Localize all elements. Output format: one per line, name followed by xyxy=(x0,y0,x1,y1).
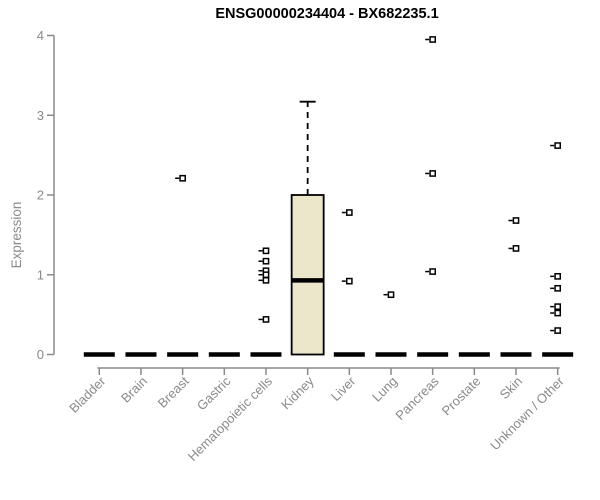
outlier-point xyxy=(554,309,562,317)
outlier-point xyxy=(345,209,353,216)
outlier-point xyxy=(262,257,270,265)
outlier-point xyxy=(262,271,270,279)
x-tick-label: Bladder xyxy=(66,373,109,416)
x-tick-label: Lung xyxy=(369,374,400,405)
outlier-point xyxy=(345,277,353,285)
y-tick-label: 4 xyxy=(37,28,44,43)
outlier-point xyxy=(554,284,562,292)
outlier-point xyxy=(262,247,270,255)
x-tick-label: Unknown / Other xyxy=(487,373,567,453)
outlier-point xyxy=(554,142,562,149)
outlier-point xyxy=(512,245,520,252)
x-tick-label: Pancreas xyxy=(392,373,442,423)
y-tick-label: 2 xyxy=(37,188,44,203)
outlier-point xyxy=(429,36,437,43)
outlier-point xyxy=(262,316,270,323)
x-tick-label: Liver xyxy=(328,373,359,404)
outlier-point xyxy=(262,276,270,284)
x-tick-label: Skin xyxy=(497,374,525,402)
outlier-point xyxy=(387,291,395,299)
outlier-point xyxy=(429,170,437,177)
x-tick-label: Kidney xyxy=(278,373,317,412)
outlier-point xyxy=(554,327,562,334)
y-tick-label: 1 xyxy=(37,267,44,282)
x-tick-label: Brain xyxy=(118,374,150,406)
outlier-point xyxy=(554,272,562,280)
outlier-point xyxy=(179,174,186,182)
y-tick-label: 0 xyxy=(37,347,44,362)
chart-title: ENSG00000234404 - BX682235.1 xyxy=(215,6,439,22)
y-tick-label: 3 xyxy=(37,108,44,123)
x-tick-label: Gastric xyxy=(194,373,234,413)
outlier-point xyxy=(429,268,437,275)
box xyxy=(290,194,325,356)
outlier-point xyxy=(554,303,562,310)
outlier-point xyxy=(512,217,520,224)
x-tick-label: Breast xyxy=(155,373,192,410)
x-tick-label: Prostate xyxy=(439,374,484,419)
